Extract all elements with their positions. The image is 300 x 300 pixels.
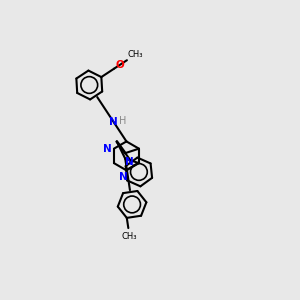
Text: CH₃: CH₃ [122,232,137,241]
Text: CH₃: CH₃ [128,50,143,59]
Text: N: N [103,144,112,154]
Text: N: N [109,117,118,127]
Text: N: N [119,172,128,182]
Text: O: O [115,60,124,70]
Text: N: N [125,157,134,166]
Text: H: H [119,116,127,126]
